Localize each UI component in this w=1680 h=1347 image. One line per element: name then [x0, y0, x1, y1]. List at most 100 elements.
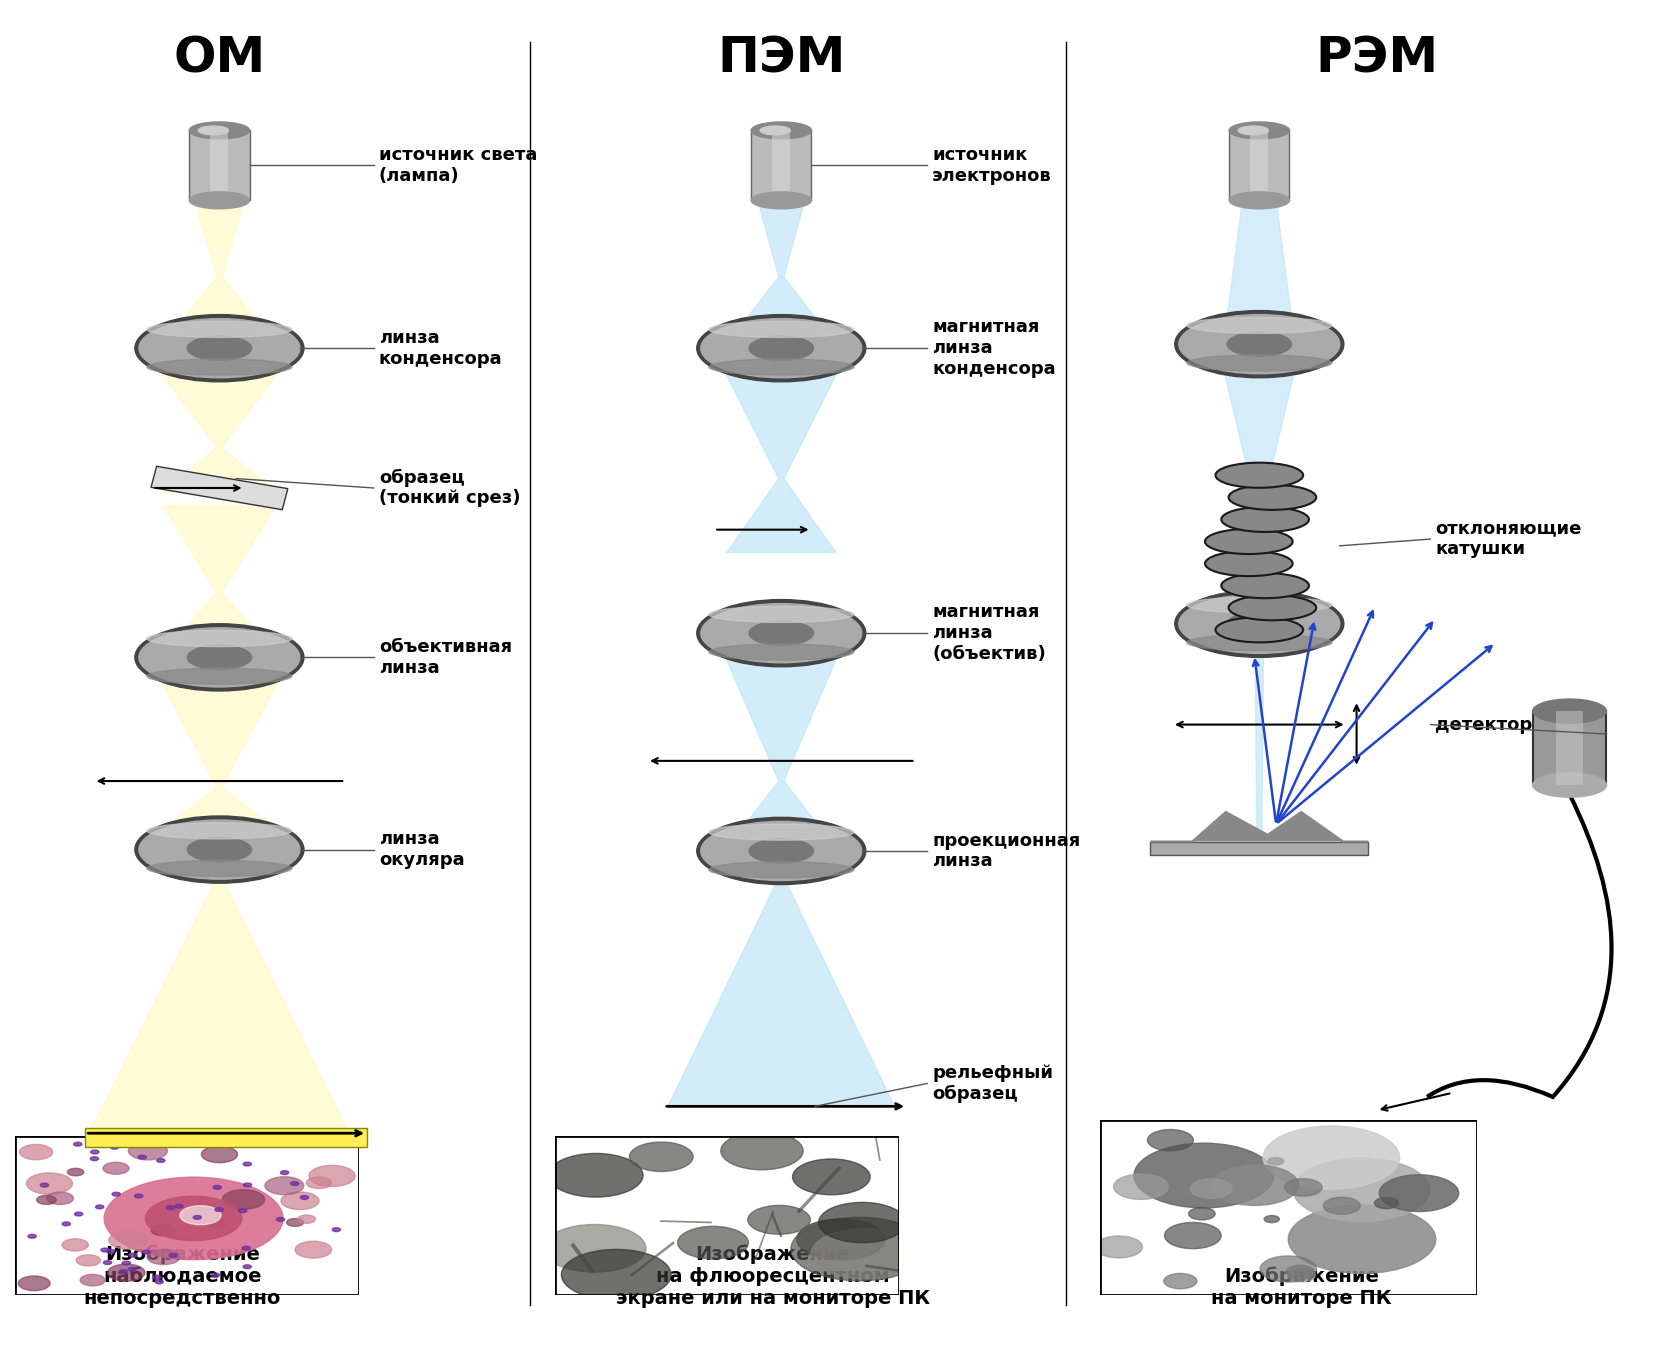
Polygon shape: [727, 374, 837, 478]
Ellipse shape: [701, 603, 862, 663]
Ellipse shape: [709, 862, 853, 878]
Polygon shape: [163, 277, 277, 345]
Bar: [1230, 131, 1290, 201]
Ellipse shape: [146, 823, 292, 839]
Ellipse shape: [139, 820, 301, 880]
Ellipse shape: [134, 816, 304, 884]
Ellipse shape: [1174, 590, 1344, 657]
Ellipse shape: [198, 127, 228, 135]
Polygon shape: [1225, 370, 1295, 501]
Polygon shape: [727, 277, 837, 345]
Polygon shape: [163, 684, 277, 788]
Ellipse shape: [709, 824, 853, 841]
Ellipse shape: [186, 838, 252, 862]
Ellipse shape: [1226, 612, 1292, 636]
Text: РЭМ: РЭМ: [1315, 35, 1438, 84]
Ellipse shape: [697, 315, 865, 381]
Text: детектор: детектор: [1435, 715, 1532, 734]
Ellipse shape: [751, 191, 811, 209]
Text: Изображение
на флюоресцентном
экране или на мониторе ПК: Изображение на флюоресцентном экране или…: [617, 1245, 931, 1308]
Text: ПЭМ: ПЭМ: [717, 35, 845, 84]
Text: образец
(тонкий срез): образец (тонкий срез): [378, 469, 521, 508]
Ellipse shape: [749, 621, 813, 645]
Ellipse shape: [134, 624, 304, 691]
Ellipse shape: [1228, 485, 1315, 511]
Ellipse shape: [709, 358, 853, 374]
Ellipse shape: [1174, 311, 1344, 377]
Polygon shape: [1255, 651, 1263, 832]
Ellipse shape: [1228, 595, 1315, 620]
Ellipse shape: [1216, 462, 1304, 488]
Text: рельефный
образец: рельефный образец: [932, 1064, 1053, 1103]
Ellipse shape: [709, 322, 853, 338]
Ellipse shape: [701, 822, 862, 881]
Bar: [86, 1127, 366, 1146]
Ellipse shape: [134, 315, 304, 381]
Ellipse shape: [146, 668, 292, 684]
Ellipse shape: [190, 123, 250, 139]
Polygon shape: [727, 478, 837, 552]
Ellipse shape: [146, 322, 292, 338]
Bar: [210, 131, 228, 201]
Polygon shape: [1225, 201, 1295, 341]
Ellipse shape: [146, 861, 292, 877]
Bar: [773, 131, 790, 201]
Text: магнитная
линза
(объектив): магнитная линза (объектив): [932, 603, 1047, 663]
Ellipse shape: [1226, 333, 1292, 356]
Ellipse shape: [146, 358, 292, 374]
Ellipse shape: [709, 644, 853, 660]
Ellipse shape: [1179, 594, 1341, 653]
Ellipse shape: [1238, 127, 1268, 135]
Bar: [1250, 131, 1268, 201]
Ellipse shape: [1221, 506, 1309, 532]
Bar: [751, 131, 811, 201]
Ellipse shape: [1230, 191, 1290, 209]
Ellipse shape: [1179, 315, 1341, 373]
Ellipse shape: [139, 628, 301, 687]
Ellipse shape: [1221, 572, 1309, 598]
Ellipse shape: [190, 191, 250, 209]
Polygon shape: [163, 447, 277, 492]
Text: магнитная
линза
конденсора: магнитная линза конденсора: [932, 318, 1055, 379]
Ellipse shape: [759, 127, 790, 135]
Ellipse shape: [697, 818, 865, 885]
Bar: [1556, 711, 1583, 785]
Ellipse shape: [749, 337, 813, 360]
Ellipse shape: [709, 606, 853, 622]
Text: источник
электронов: источник электронов: [932, 145, 1052, 185]
Ellipse shape: [1186, 597, 1332, 613]
Polygon shape: [151, 466, 287, 509]
Ellipse shape: [186, 645, 252, 669]
Ellipse shape: [1532, 699, 1606, 723]
Text: Изображение
на мониторе ПК: Изображение на мониторе ПК: [1211, 1266, 1391, 1308]
Text: линза
окуляра: линза окуляра: [378, 830, 464, 869]
Polygon shape: [163, 593, 277, 653]
Bar: [1532, 711, 1606, 785]
Polygon shape: [89, 877, 349, 1133]
Ellipse shape: [749, 839, 813, 863]
Bar: [190, 131, 250, 201]
Text: объективная
линза: объективная линза: [378, 638, 512, 676]
Text: отклоняющие
катушки: отклоняющие катушки: [1435, 520, 1583, 559]
Text: линза
конденсора: линза конденсора: [378, 329, 502, 368]
Ellipse shape: [1205, 529, 1292, 554]
Ellipse shape: [751, 123, 811, 139]
Ellipse shape: [1186, 318, 1332, 334]
Text: Изображение
наблюдаемое
непосредственно: Изображение наблюдаемое непосредственно: [84, 1245, 281, 1308]
Polygon shape: [727, 781, 837, 849]
Ellipse shape: [1186, 354, 1332, 370]
Polygon shape: [1255, 494, 1263, 620]
Ellipse shape: [1532, 773, 1606, 797]
Text: источник света
(лампа): источник света (лампа): [378, 145, 538, 185]
Ellipse shape: [1230, 123, 1290, 139]
Polygon shape: [727, 660, 837, 781]
Polygon shape: [163, 374, 277, 447]
Ellipse shape: [1186, 634, 1332, 651]
Ellipse shape: [1216, 617, 1304, 643]
Text: проекционная
линза: проекционная линза: [932, 831, 1080, 870]
Polygon shape: [195, 201, 245, 277]
Ellipse shape: [697, 599, 865, 667]
Polygon shape: [669, 878, 894, 1106]
Ellipse shape: [1205, 551, 1292, 577]
Polygon shape: [758, 201, 805, 277]
